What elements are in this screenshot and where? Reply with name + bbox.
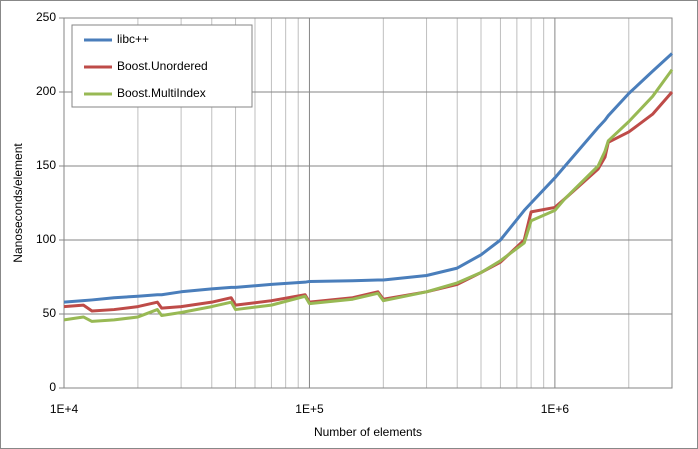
y-axis-title: Nanoseconds/element bbox=[11, 143, 25, 263]
legend-label: Boost.MultiIndex bbox=[117, 86, 206, 100]
x-tick-label: 1E+5 bbox=[295, 402, 324, 416]
y-tick-label: 0 bbox=[49, 380, 56, 394]
legend-label: Boost.Unordered bbox=[117, 59, 208, 73]
y-tick-label: 200 bbox=[36, 84, 56, 98]
y-tick-label: 100 bbox=[36, 232, 56, 246]
x-axis-title: Number of elements bbox=[314, 425, 422, 439]
series-line bbox=[63, 68, 674, 323]
x-tick-label: 1E+4 bbox=[50, 402, 79, 416]
y-tick-label: 50 bbox=[43, 306, 57, 320]
y-tick-label: 150 bbox=[36, 158, 56, 172]
y-tick-label: 250 bbox=[36, 10, 56, 24]
x-tick-label: 1E+6 bbox=[541, 402, 570, 416]
series-line bbox=[63, 52, 674, 304]
plot-area bbox=[63, 17, 673, 389]
legend-label: libc++ bbox=[117, 32, 149, 46]
